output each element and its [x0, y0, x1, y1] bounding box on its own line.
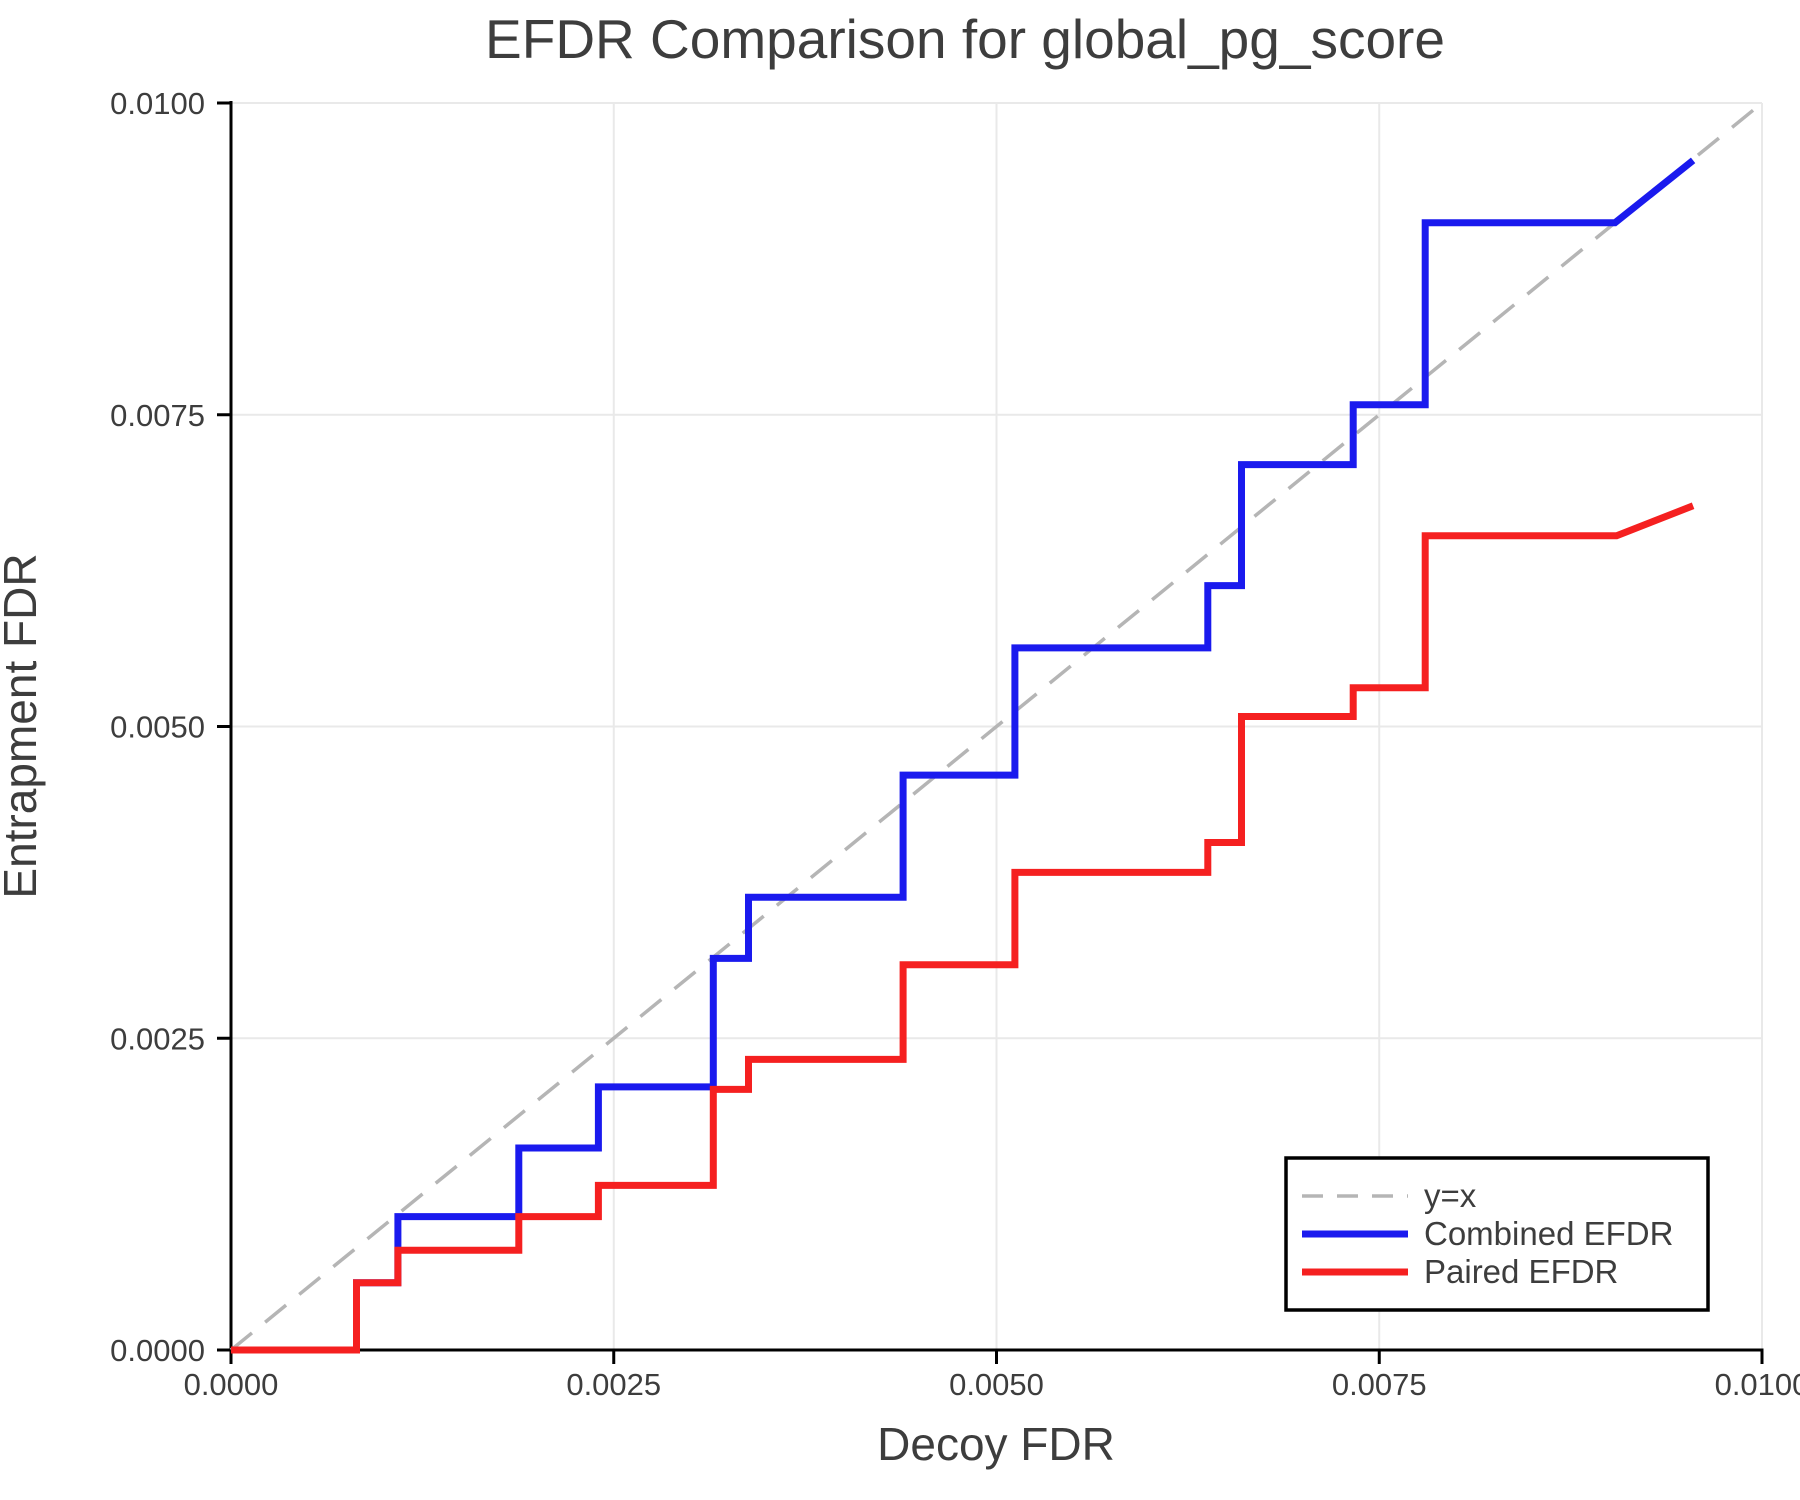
x-tick-label-0.0025: 0.0025 — [566, 1367, 661, 1402]
legend-label-paired-efdr: Paired EFDR — [1424, 1253, 1618, 1290]
y-tick-label-0.0000: 0.0000 — [110, 1333, 205, 1368]
x-tick-label-0.0100: 0.0100 — [1715, 1367, 1800, 1402]
y-tick-label-0.0075: 0.0075 — [110, 398, 205, 433]
series-line-combined-efdr — [231, 157, 1696, 1354]
x-tick-label-0.0000: 0.0000 — [184, 1367, 279, 1402]
y-axis-label: Entrapment FDR — [0, 553, 46, 898]
series-lines — [229, 101, 1764, 1354]
y-tick-label-0.0025: 0.0025 — [110, 1021, 205, 1056]
chart-title: EFDR Comparison for global_pg_score — [485, 8, 1445, 70]
x-tick-label-0.0050: 0.0050 — [949, 1367, 1044, 1402]
y-tick-label-0.0100: 0.0100 — [110, 86, 205, 121]
legend-label-combined-efdr: Combined EFDR — [1424, 1215, 1673, 1252]
series-line-y-equals-x — [229, 101, 1764, 1352]
x-tick-label-0.0075: 0.0075 — [1332, 1367, 1427, 1402]
x-axis-label: Decoy FDR — [877, 1418, 1115, 1470]
tick-labels: 0.0000 0.0025 0.0050 0.0075 0.0100 0.0000 0.00… — [110, 86, 1800, 1402]
legend-label-y-equals-x: y=x — [1424, 1177, 1477, 1214]
y-tick-label-0.0050: 0.0050 — [110, 710, 205, 745]
series-line-paired-efdr — [231, 502, 1695, 1354]
axis-ticks — [217, 101, 1764, 1364]
